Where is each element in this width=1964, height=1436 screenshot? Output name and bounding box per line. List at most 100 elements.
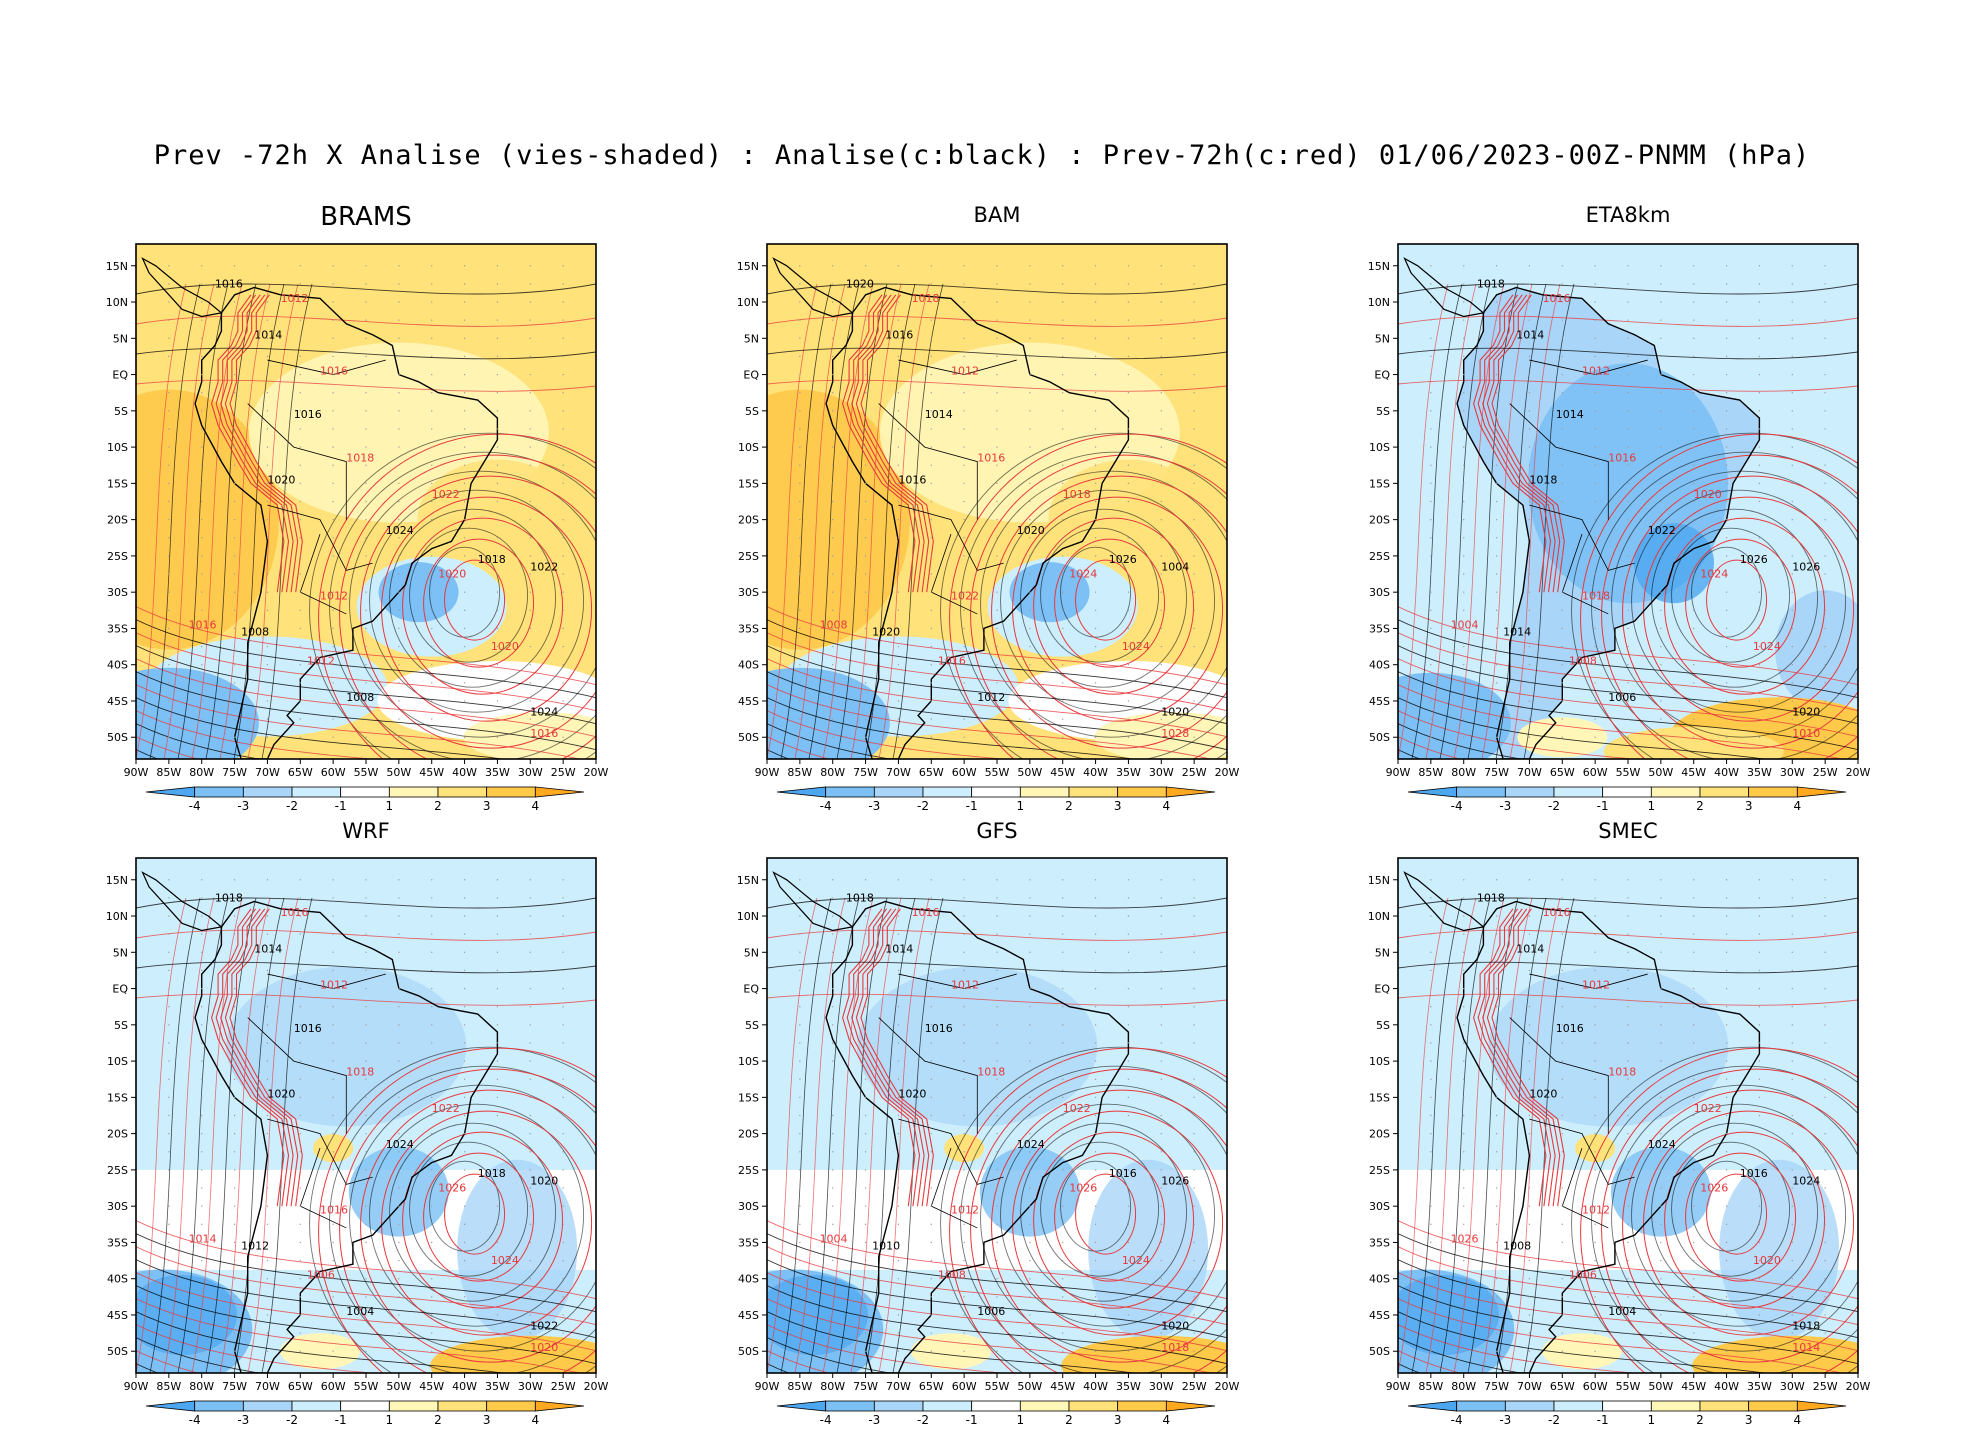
lon-tick-label: 85W — [787, 1380, 812, 1393]
colorbar-label: 3 — [483, 1413, 491, 1427]
lat-tick-label: 10N — [106, 296, 128, 309]
colorbar-label: -1 — [1597, 799, 1609, 813]
lon-tick-label: 50W — [386, 766, 411, 779]
colorbar-label: 1 — [1017, 799, 1025, 813]
lat-tick-label: 10N — [106, 910, 128, 923]
lat-tick-label: 25S — [738, 1164, 759, 1177]
lon-tick-label: 55W — [985, 766, 1010, 779]
isobar-label: 1024 — [1792, 1174, 1820, 1187]
isobar-label: 1024 — [1648, 1138, 1676, 1151]
isobar-label: 1028 — [1161, 727, 1189, 740]
lon-tick-label: 60W — [952, 1380, 977, 1393]
colorbar-label: -1 — [966, 799, 978, 813]
colorbar-swatch — [242, 1400, 293, 1412]
lon-tick-label: 30W — [1780, 1380, 1805, 1393]
colorbar-swatch — [1553, 1400, 1604, 1412]
lon-tick-label: 85W — [787, 766, 812, 779]
lat-tick-label: 45S — [107, 1309, 128, 1322]
lon-tick-label: 70W — [886, 766, 911, 779]
colorbar-swatch — [388, 786, 439, 798]
lon-tick-label: 25W — [1813, 1380, 1838, 1393]
colorbar-swatch — [1407, 786, 1458, 798]
lat-tick-label: 5S — [1376, 1019, 1390, 1032]
lon-tick-label: 20W — [1215, 766, 1240, 779]
colorbar-swatch — [1748, 1400, 1798, 1412]
isobar-label: 1022 — [432, 488, 460, 501]
isobar-label: 1012 — [977, 691, 1005, 704]
isobar-label: 1026 — [438, 1182, 466, 1195]
lon-tick-label: 75W — [222, 1380, 247, 1393]
colorbar-label: 2 — [434, 1413, 442, 1427]
colorbar-label: -4 — [1451, 799, 1463, 813]
lat-tick-label: 15N — [1368, 874, 1390, 887]
lon-tick-label: 55W — [354, 766, 379, 779]
figure-title: Prev -72h X Analise (vies-shaded) : Anal… — [153, 140, 1811, 171]
lon-tick-label: 50W — [386, 1380, 411, 1393]
lon-tick-label: 35W — [485, 1380, 510, 1393]
lon-tick-label: 80W — [1451, 766, 1476, 779]
lat-tick-label: 50S — [107, 1345, 128, 1358]
lat-tick-label: 45S — [1369, 695, 1390, 708]
lat-tick-label: 10S — [107, 1055, 128, 1068]
lat-tick-label: 5S — [1376, 405, 1390, 418]
colorbar-swatch — [776, 1400, 827, 1412]
colorbar-label: -2 — [917, 1413, 929, 1427]
colorbar-swatch — [1117, 786, 1167, 798]
isobar-label: 1018 — [346, 1066, 374, 1079]
colorbar-swatch — [1019, 786, 1070, 798]
colorbar-swatch — [1068, 1400, 1119, 1412]
isobar-label: 1024 — [491, 1254, 519, 1267]
lon-tick-label: 20W — [1846, 766, 1871, 779]
colorbar-label: -4 — [820, 799, 832, 813]
colorbar-label: 1 — [1648, 1413, 1656, 1427]
colorbar-label: -4 — [189, 799, 201, 813]
colorbar-swatch — [1504, 1400, 1555, 1412]
colorbar-label: 4 — [1163, 1413, 1171, 1427]
lon-tick-label: 65W — [1550, 766, 1575, 779]
lon-tick-label: 40W — [1083, 766, 1108, 779]
lon-tick-label: 35W — [1116, 766, 1141, 779]
isobar-label: 1016 — [294, 1022, 322, 1035]
isobar-label: 1006 — [977, 1305, 1005, 1318]
lat-tick-label: 10S — [107, 441, 128, 454]
isobar-label: 1018 — [912, 292, 940, 305]
lon-tick-label: 50W — [1017, 766, 1042, 779]
lat-tick-label: 35S — [107, 1236, 128, 1249]
isobar-label: 1008 — [1503, 1240, 1531, 1253]
isobar-label: 1016 — [1608, 452, 1636, 465]
isobar-label: 1024 — [1017, 1138, 1045, 1151]
isobar-label: 1016 — [1543, 906, 1571, 919]
lat-tick-label: 5S — [114, 405, 128, 418]
lon-tick-label: 90W — [124, 766, 149, 779]
lat-tick-label: 15N — [737, 874, 759, 887]
colorbar-label: -3 — [237, 1413, 249, 1427]
isobar-label: 1018 — [478, 553, 506, 566]
lat-tick-label: EQ — [112, 369, 128, 382]
colorbar-swatch — [194, 786, 244, 798]
isobar-label: 1008 — [1569, 655, 1597, 668]
lat-tick-label: 20S — [107, 1128, 128, 1141]
isobar-label: 1012 — [951, 979, 979, 992]
lon-tick-label: 40W — [1714, 766, 1739, 779]
lat-tick-label: 5N — [744, 332, 759, 345]
isobar-label: 1012 — [320, 979, 348, 992]
colorbar-swatch — [486, 786, 536, 798]
lat-tick-label: 15S — [107, 1091, 128, 1104]
isobar-label: 1018 — [1529, 473, 1557, 486]
isobar-label: 1020 — [438, 568, 466, 581]
colorbar-label: -2 — [1548, 1413, 1560, 1427]
isobar-label: 1018 — [1477, 892, 1505, 905]
isobar-label: 1020 — [491, 640, 519, 653]
lat-tick-label: 35S — [738, 1236, 759, 1249]
lat-tick-label: 40S — [107, 659, 128, 672]
lon-tick-label: 45W — [419, 1380, 444, 1393]
lon-tick-label: 90W — [1386, 766, 1411, 779]
lon-tick-label: 25W — [551, 766, 576, 779]
isobar-label: 1016 — [1556, 1022, 1584, 1035]
colorbar-swatch — [291, 786, 342, 798]
colorbar-label: 2 — [1065, 799, 1073, 813]
lon-tick-label: 65W — [288, 1380, 313, 1393]
colorbar-swatch — [1165, 786, 1216, 798]
lon-tick-label: 55W — [985, 1380, 1010, 1393]
lat-tick-label: 50S — [1369, 1345, 1390, 1358]
